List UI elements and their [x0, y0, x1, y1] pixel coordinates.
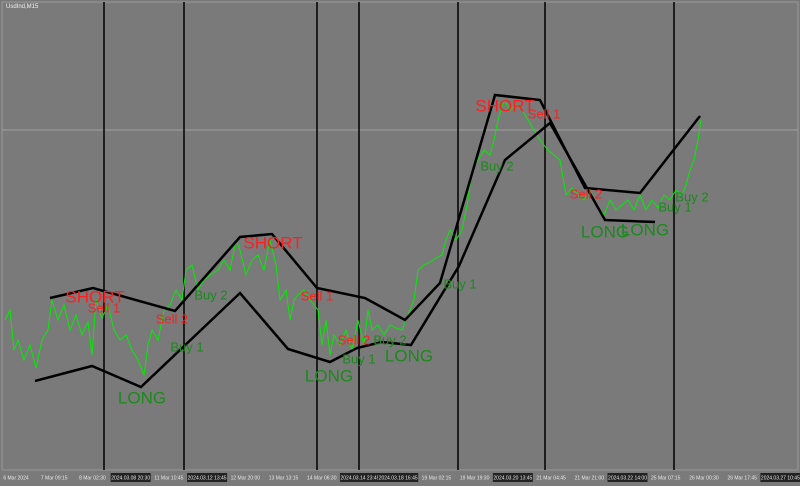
axis-highlight [187, 473, 228, 482]
x-tick-label: 14 Mar 06:30 [307, 475, 337, 481]
x-tick-label: 26 Mar 17:45 [727, 475, 757, 481]
x-tick-label: 8 Mar 02:30 [79, 475, 106, 481]
trade-label: Sell 1 [301, 288, 334, 303]
signal-label: LONG [118, 388, 166, 407]
x-tick-label: 12 Mar 20:00 [231, 475, 261, 481]
trade-label: Sell 2 [338, 332, 371, 347]
x-tick-label: 2024.03.08 20:30 [111, 475, 150, 481]
axis-highlight [607, 473, 648, 482]
signal-label: SHORT [65, 287, 124, 306]
signal-label: LONG [621, 220, 669, 239]
trade-label: Buy 2 [480, 158, 513, 173]
x-tick-label: 19 Mar 19:30 [460, 475, 490, 481]
signal-label: LONG [305, 366, 353, 385]
trade-label: Sell 1 [88, 300, 121, 315]
symbol-label: UsdInd,M15 [6, 4, 39, 10]
trade-label: Buy 1 [443, 276, 476, 291]
trade-label: Buy 1 [342, 351, 375, 366]
axis-highlight [492, 473, 533, 482]
x-tick-label: 19 Mar 02:15 [422, 475, 452, 481]
x-tick-label: 25 Mar 07:15 [651, 475, 681, 481]
x-tick-label: 6 Mar 2024 [3, 475, 29, 481]
x-tick-label: 21 Mar 04:45 [536, 475, 566, 481]
x-tick-label: 11 Mar 10:45 [154, 475, 183, 481]
signal-label: LONG [385, 346, 433, 365]
plot-area [1, 1, 799, 471]
x-tick-label: 7 Mar 09:15 [41, 475, 68, 481]
trade-label: Buy 2 [373, 332, 406, 347]
signal-label: SHORT [243, 233, 302, 252]
trade-label: Sell 2 [570, 186, 603, 201]
axis-highlight [110, 473, 151, 482]
x-tick-label: 2024.03.14 23:45 [341, 475, 380, 481]
trade-label: Buy 2 [675, 189, 708, 204]
x-tick-label: 2024.03.12 13:45 [188, 475, 227, 481]
x-tick-label: 26 Mar 00:30 [689, 475, 719, 481]
axis-highlight [339, 473, 380, 482]
trade-label: Buy 1 [170, 339, 203, 354]
trade-label: Buy 2 [194, 287, 227, 302]
price-line [4, 98, 702, 377]
lower-channel [34, 121, 656, 389]
x-tick-label: 21 Mar 21:00 [575, 475, 605, 481]
axis-highlight [760, 473, 800, 482]
x-tick-label: 2024.03.27 10:45 [761, 475, 800, 481]
trade-label: Sell 1 [528, 106, 561, 121]
signal-label: LONG [581, 222, 629, 241]
axis-highlight [378, 473, 419, 482]
x-tick-label: 2024.03.20 13:45 [493, 475, 532, 481]
x-tick-label: 2024.03.22 14:00 [608, 475, 647, 481]
signal-label: SHORT [475, 96, 534, 115]
x-tick-label: 13 Mar 13:15 [269, 475, 299, 481]
trade-label: Sell 2 [156, 311, 189, 326]
trade-label: Buy 1 [658, 199, 691, 214]
x-tick-label: 2024.03.18 16:45 [379, 475, 418, 481]
